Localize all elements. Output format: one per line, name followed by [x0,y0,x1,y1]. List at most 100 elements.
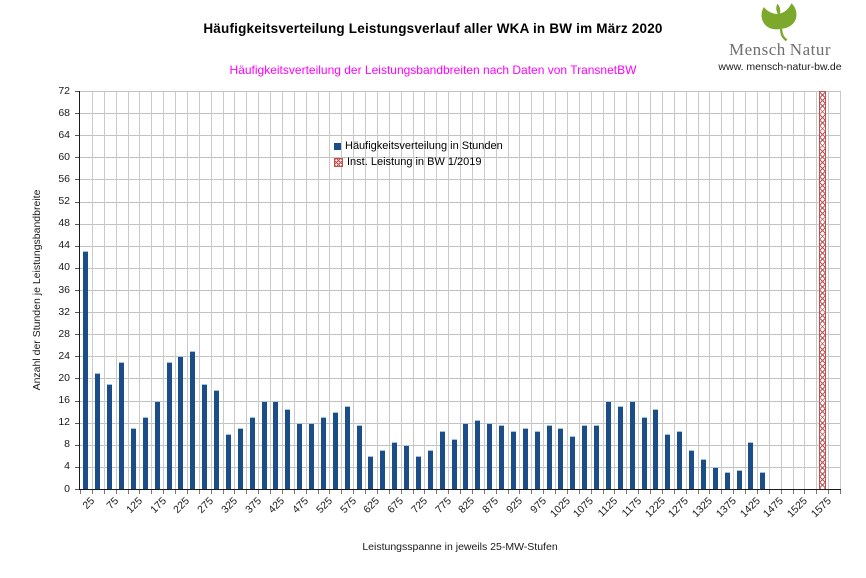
x-axis-tick [709,490,711,494]
frequency-bar [558,428,564,489]
gridline-vertical [234,91,236,489]
x-axis-tick [495,490,497,494]
x-tick-label: 325 [219,495,240,516]
y-tick-label: 12 [58,416,70,429]
x-axis-tick [816,490,818,494]
gridline-vertical [768,91,770,489]
x-axis-tick [91,490,93,494]
y-axis-tick [75,334,79,336]
x-axis-tick [733,490,735,494]
gridline-vertical [721,91,723,489]
y-axis-tick [75,201,79,203]
x-axis-tick [448,490,450,494]
frequency-bar [582,425,588,489]
x-axis-tick [460,490,461,494]
x-axis-tick [388,490,390,494]
x-axis-tick [198,490,200,494]
y-tick-label: 8 [64,438,70,451]
y-axis-tick [75,113,79,115]
frequency-bar [415,455,421,489]
logo-brand-mensch: Mensch [728,40,786,59]
frequency-bar [677,430,683,489]
gridline-vertical [258,91,260,489]
frequency-bar [427,450,433,489]
x-axis-tick [139,490,141,494]
x-axis-tick [638,490,640,494]
gridline-vertical [614,91,616,489]
gridline-vertical [578,91,580,489]
x-tick-label: 675 [385,495,407,516]
frequency-bar [594,425,600,489]
x-axis-tick [661,490,663,494]
y-axis-tick [75,245,79,247]
x-axis-line [79,489,841,490]
frequency-bar [320,417,326,489]
frequency-bar [344,406,350,489]
x-tick-label: 875 [480,495,502,516]
x-axis-tick [127,490,129,494]
gridline-vertical [293,91,295,489]
x-axis-tick [543,490,545,494]
x-axis-tick [246,490,248,494]
gridline-vertical [198,91,200,489]
x-axis-tick [400,490,402,494]
y-tick-label: 28 [58,327,70,340]
x-tick-label: 725 [409,495,430,516]
gridline-vertical [436,91,438,489]
x-tick-label: 925 [504,495,525,516]
frequency-bar [332,411,338,489]
frequency-bar [641,417,647,489]
frequency-bar [202,383,208,489]
x-tick-label: 475 [290,495,312,516]
y-axis-tick [75,179,79,181]
x-axis-tick [258,490,260,494]
x-axis-tick [531,490,533,494]
gridline-vertical [353,91,355,489]
gridline-vertical [163,91,165,489]
frequency-bar [712,466,718,489]
gridline-vertical [424,91,426,489]
y-tick-label: 32 [58,305,70,318]
y-axis-tick [75,489,79,490]
x-axis-tick [602,490,604,494]
frequency-bar [653,408,659,489]
x-axis-tick [673,490,675,494]
y-tick-label: 4 [64,460,70,473]
y-axis-tick [75,466,79,468]
y-tick-label: 72 [58,84,70,97]
x-axis-tick [697,490,699,494]
x-tick-label: 1575 [808,495,834,521]
gridline-vertical [270,91,271,489]
gridline-vertical [400,91,402,489]
x-tick-label: 575 [337,495,359,516]
frequency-bar [689,450,695,489]
frequency-bar [214,389,220,489]
legend-item-hours: Häufigkeitsverteilung in Stunden [334,138,503,154]
x-axis-tick [650,490,651,494]
y-axis-tick [75,312,79,314]
x-tick-label: 25 [80,495,98,512]
x-axis-tick [804,490,806,494]
y-axis-tick [75,378,79,380]
gridline-vertical [828,91,830,489]
gridline-vertical [388,91,390,489]
frequency-bar [142,417,148,489]
gridline-vertical [519,91,521,489]
frequency-bar [190,350,196,489]
gridline-vertical [602,91,604,489]
y-tick-label: 64 [58,128,70,141]
gridline-vertical [804,91,806,489]
gridline-vertical [222,91,224,489]
x-axis-tick [745,490,746,494]
gridline-vertical [733,91,735,489]
gridline-vertical [365,91,366,489]
y-axis-tick [75,400,79,402]
frequency-bar [700,458,706,489]
x-tick-label: 1075 [571,495,597,521]
frequency-bar [368,455,374,489]
gridline-vertical [673,91,675,489]
x-axis-tick [329,490,331,494]
frequency-bar [724,472,730,489]
frequency-bar [95,372,101,489]
